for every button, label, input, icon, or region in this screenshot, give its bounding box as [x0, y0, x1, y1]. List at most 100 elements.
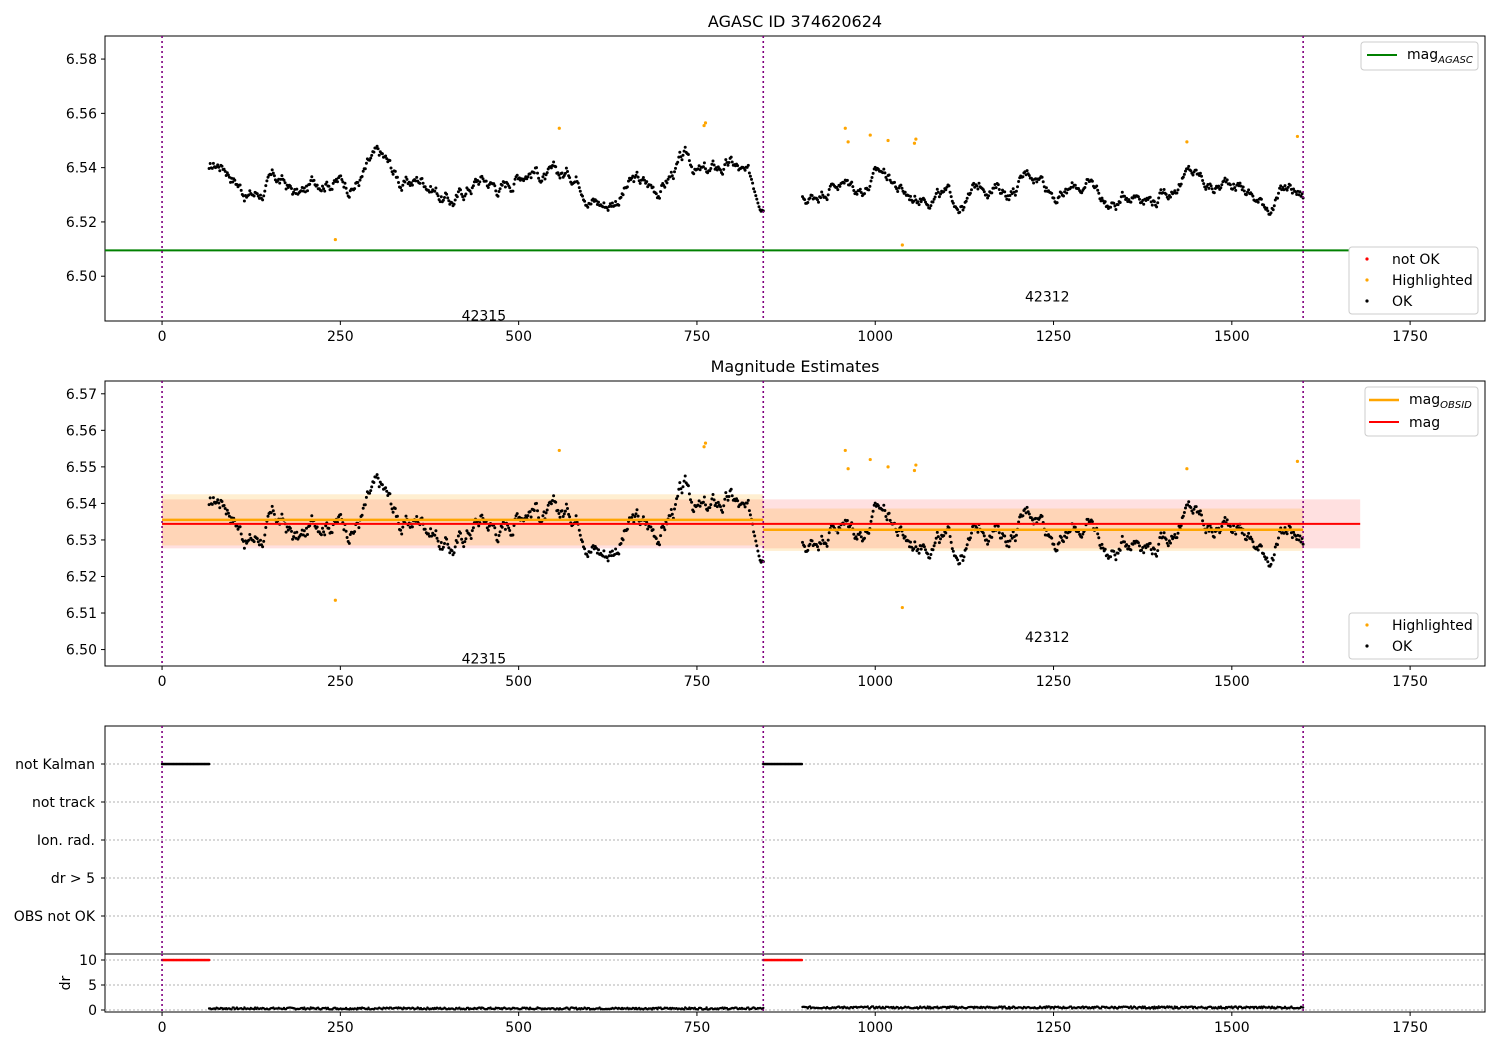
- ok-point: [544, 511, 548, 515]
- ok-point: [558, 176, 562, 180]
- ok-point: [222, 504, 226, 507]
- ok-point: [1165, 541, 1169, 545]
- ok-point: [1120, 534, 1124, 538]
- ok-point: [1100, 542, 1104, 546]
- ok-point: [863, 536, 866, 540]
- ok-point: [468, 533, 472, 537]
- ok-point: [914, 545, 918, 549]
- ok-point: [1055, 201, 1059, 205]
- ok-point: [745, 501, 749, 505]
- ok-point: [1116, 203, 1120, 207]
- ok-point: [310, 514, 314, 518]
- ok-point: [676, 494, 680, 498]
- highlighted-point: [333, 237, 337, 242]
- ok-point: [218, 506, 222, 510]
- ok-point: [384, 154, 388, 158]
- ok-point: [403, 180, 407, 184]
- ok-point: [632, 180, 636, 184]
- ok-point: [434, 186, 438, 190]
- ok-point: [881, 171, 885, 175]
- ok-point: [1090, 179, 1094, 183]
- ok-point: [910, 545, 914, 549]
- ok-point: [674, 166, 677, 170]
- ok-point: [928, 206, 932, 210]
- ok-point: [385, 157, 389, 161]
- ok-point: [678, 150, 682, 154]
- ok-point: [1003, 534, 1007, 538]
- ok-point: [1162, 188, 1166, 191]
- ok-point: [755, 197, 759, 201]
- ok-point: [827, 531, 831, 535]
- ok-point: [1070, 181, 1074, 185]
- panel-4-axes: 0 250 500 750 1000 1250 1500 1750 0 5 10: [79, 953, 1428, 1036]
- x-tick-label: 1000: [857, 1020, 893, 1036]
- ok-point: [508, 529, 512, 532]
- ok-point: [208, 162, 212, 165]
- ok-point: [757, 205, 761, 209]
- y-tick-label: 6.52: [66, 569, 97, 585]
- ok-point: [1021, 514, 1025, 518]
- ok-point: [272, 512, 276, 516]
- ok-point: [743, 168, 747, 172]
- ok-point: [1290, 191, 1294, 195]
- ok-point: [836, 531, 840, 535]
- x-tick-label: 1500: [1214, 674, 1250, 690]
- ok-point: [278, 181, 282, 185]
- ok-point: [944, 531, 948, 535]
- ok-point: [455, 541, 459, 544]
- ok-point: [820, 534, 824, 538]
- ok-point: [393, 507, 397, 510]
- ok-point: [574, 175, 578, 179]
- ok-point: [484, 179, 488, 183]
- ok-point: [1242, 189, 1246, 193]
- dr-point: [1236, 1007, 1240, 1010]
- ok-point: [965, 196, 969, 200]
- ok-point: [726, 498, 730, 502]
- ok-point: [753, 534, 757, 538]
- ok-point: [912, 547, 916, 551]
- ok-point: [1080, 535, 1084, 539]
- ok-point: [360, 175, 364, 178]
- ok-point: [754, 194, 758, 198]
- ok-point: [1241, 185, 1245, 189]
- panel-1-marks: 42315 42312: [105, 36, 1361, 325]
- ok-point: [526, 514, 530, 518]
- ok-point: [464, 192, 468, 196]
- ok-point: [526, 175, 530, 179]
- ok-point: [686, 484, 690, 488]
- ok-point: [1277, 191, 1280, 195]
- ok-point: [1285, 532, 1289, 536]
- ok-point: [635, 508, 639, 512]
- ok-point: [447, 546, 451, 550]
- ok-point: [515, 512, 519, 516]
- ok-point: [1194, 505, 1198, 509]
- ok-point: [1212, 191, 1216, 195]
- ok-point: [257, 196, 261, 200]
- ok-point: [589, 550, 593, 554]
- ok-point: [324, 524, 328, 528]
- ok-point: [932, 544, 936, 548]
- ok-point: [248, 533, 252, 536]
- ok-point: [327, 526, 331, 530]
- ok-point: [494, 533, 498, 537]
- ok-point: [247, 538, 251, 542]
- ok-point: [1225, 518, 1229, 522]
- ok-point: [343, 181, 347, 185]
- ok-point: [1041, 180, 1045, 184]
- ok-point: [1157, 196, 1161, 200]
- ok-point: [1007, 198, 1011, 202]
- ok-point: [434, 529, 438, 533]
- ok-point: [913, 540, 917, 544]
- ok-point: [389, 166, 393, 170]
- ok-point: [858, 187, 862, 191]
- ok-point: [310, 175, 314, 179]
- dr-point: [682, 1008, 686, 1011]
- ok-point: [312, 178, 316, 182]
- ok-point: [456, 190, 460, 194]
- ok-point: [683, 145, 687, 149]
- ok-point: [1220, 524, 1224, 528]
- ok-point: [1103, 547, 1107, 551]
- ok-point: [1035, 180, 1039, 184]
- ok-point: [568, 515, 572, 519]
